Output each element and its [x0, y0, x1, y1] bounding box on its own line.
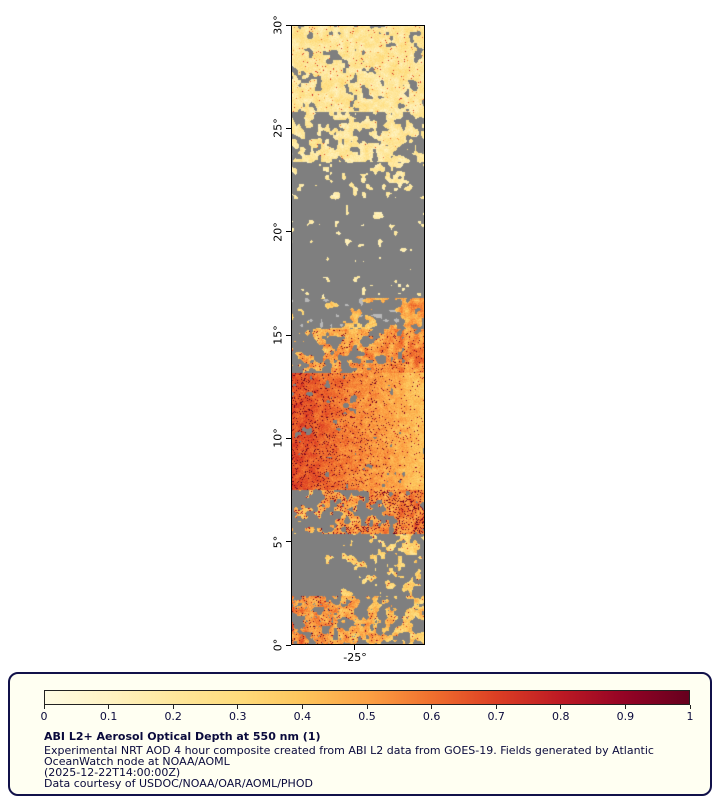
colorbar-tick-label: 0.7 [487, 710, 505, 723]
aod-map [291, 25, 425, 645]
y-tick-label: 0° [271, 638, 285, 652]
legend-courtesy: Data courtesy of USDOC/NOAA/OAR/AOML/PHO… [44, 777, 313, 790]
colorbar-tick [560, 705, 562, 709]
colorbar-tick [43, 705, 45, 709]
colorbar-tick-label: 0.6 [422, 710, 441, 723]
y-tick-label: 10° [271, 428, 285, 449]
y-tick [286, 24, 291, 26]
colorbar [44, 690, 690, 705]
y-tick [286, 541, 291, 543]
colorbar-tick [301, 705, 303, 709]
colorbar-tick [495, 705, 497, 709]
legend-panel: ABI L2+ Aerosol Optical Depth at 550 nm … [8, 672, 712, 796]
y-tick [286, 127, 291, 129]
legend-description-line2: OceanWatch node at NOAA/AOML [44, 755, 230, 768]
x-tick [354, 645, 355, 650]
colorbar-tick-label: 0.9 [616, 710, 635, 723]
colorbar-tick [237, 705, 239, 709]
y-tick-label: 30° [271, 15, 285, 35]
legend-title: ABI L2+ Aerosol Optical Depth at 550 nm … [44, 730, 321, 743]
colorbar-tick [624, 705, 626, 709]
y-tick [286, 231, 291, 233]
colorbar-tick-label: 0.2 [164, 710, 182, 723]
legend-description-line1: Experimental NRT AOD 4 hour composite cr… [44, 744, 654, 757]
colorbar-tick-label: 0.8 [552, 710, 570, 723]
y-tick-label: 5° [271, 535, 285, 548]
colorbar-tick [108, 705, 110, 709]
colorbar-tick [172, 705, 174, 709]
y-tick [286, 437, 291, 439]
colorbar-tick-label: 0.4 [293, 710, 312, 723]
y-tick-label: 20° [271, 221, 285, 242]
colorbar-tick [366, 705, 368, 709]
colorbar-tick-label: 1 [686, 710, 694, 723]
colorbar-tick-label: 0.1 [99, 710, 118, 723]
colorbar-tick-label: 0.3 [229, 710, 247, 723]
y-tick-label: 15° [271, 325, 285, 345]
colorbar-tick-label: 0.5 [358, 710, 376, 723]
y-tick-label: 25° [271, 118, 285, 139]
x-tick-label: -25° [343, 651, 367, 664]
legend-timestamp: (2025-12-22T14:00:00Z) [44, 766, 181, 779]
y-tick [286, 644, 291, 646]
colorbar-tick [689, 705, 691, 709]
colorbar-tick-label: 0 [40, 710, 48, 723]
colorbar-tick [431, 705, 433, 709]
y-tick [286, 334, 291, 336]
